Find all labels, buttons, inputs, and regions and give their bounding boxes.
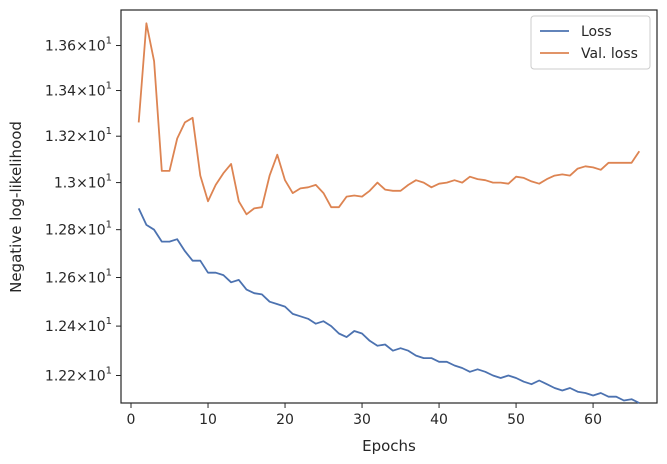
y-tick-label: 1.24×101 — [45, 316, 112, 335]
legend: Loss Val. loss — [530, 15, 651, 70]
x-tick-label: 50 — [507, 412, 525, 428]
x-tick-label: 0 — [127, 412, 136, 428]
y-tick-label: 1.36×101 — [45, 36, 112, 55]
x-tick-label: 20 — [276, 412, 294, 428]
series-line-val-loss — [137, 22, 641, 216]
legend-label-loss: Loss — [581, 24, 612, 40]
x-ticks: 0 10 20 30 40 50 60 — [127, 403, 602, 428]
y-tick-label: 1.3×101 — [54, 173, 112, 192]
y-tick-label: 1.22×101 — [45, 365, 112, 384]
y-tick-label: 1.34×101 — [45, 81, 112, 100]
y-tick-label: 1.32×101 — [45, 126, 112, 145]
x-tick-label: 40 — [430, 412, 448, 428]
y-tick-label: 1.28×101 — [45, 220, 112, 239]
series-layer — [137, 22, 641, 404]
legend-label-val-loss: Val. loss — [581, 46, 638, 62]
plot-area — [120, 9, 658, 404]
x-tick-label: 10 — [199, 412, 217, 428]
x-tick-label: 60 — [584, 412, 602, 428]
series-line-loss — [137, 208, 640, 404]
legend-box — [530, 15, 651, 70]
y-tick-label: 1.26×101 — [45, 268, 112, 287]
y-axis-label: Negative log-likelihood — [7, 121, 25, 293]
y-ticks: 1.22×101 1.24×101 1.26×101 1.28×101 1.3×101 1… — [45, 36, 121, 384]
x-tick-label: 30 — [353, 412, 371, 428]
x-axis-label: Epochs — [362, 437, 416, 455]
